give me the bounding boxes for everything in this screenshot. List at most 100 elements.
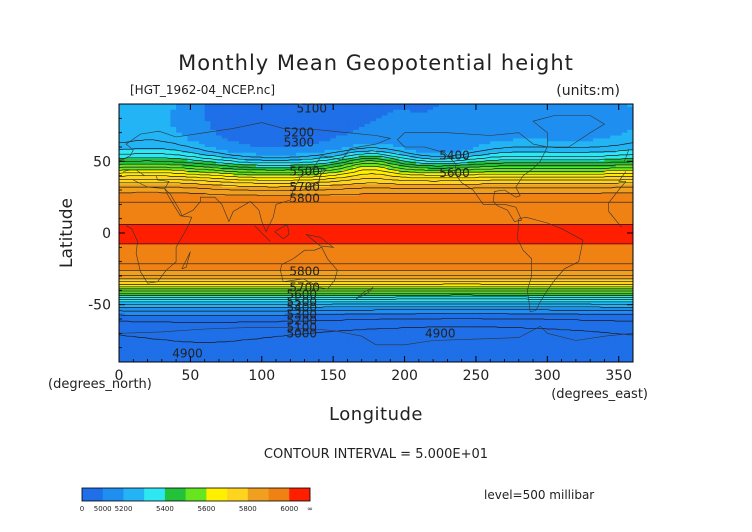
contour-band-cell	[455, 233, 463, 237]
contour-band-cell	[296, 244, 303, 248]
contour-band-cell	[530, 144, 537, 148]
contour-band-cell	[598, 158, 606, 162]
contour-band-cell	[153, 247, 160, 251]
contour-band-cell	[621, 215, 628, 220]
contour-band-cell	[273, 135, 280, 139]
contour-band-cell	[581, 235, 588, 240]
contour-band-cell	[216, 121, 223, 125]
contour-band-cell	[119, 187, 126, 191]
contour-band-cell	[604, 221, 611, 225]
contour-band-cell	[364, 261, 371, 266]
contour-band-cell	[261, 247, 269, 251]
contour-band-cell	[181, 158, 189, 162]
contour-band-cell	[535, 149, 543, 154]
contour-band-cell	[358, 144, 366, 148]
contour-band-cell	[216, 138, 223, 142]
contour-band-cell	[455, 198, 463, 203]
contour-band-cell	[473, 212, 480, 217]
contour-band-cell	[364, 195, 371, 200]
contour-band-cell	[535, 241, 543, 246]
contour-band-cell	[501, 241, 508, 246]
contour-band-cell	[330, 121, 337, 125]
contour-band-cell	[238, 244, 246, 248]
contour-band-cell	[547, 227, 554, 231]
contour-band-cell	[433, 215, 440, 220]
contour-band-cell	[187, 224, 194, 228]
contour-band-cell	[478, 149, 486, 154]
contour-band-cell	[604, 198, 611, 203]
contour-band-cell	[410, 218, 417, 223]
contour-band-cell	[507, 112, 514, 117]
contour-band-cell	[238, 155, 246, 160]
contour-band-cell	[473, 201, 480, 205]
contour-band-cell	[376, 178, 383, 182]
contour-band-cell	[587, 144, 594, 148]
contour-band-cell	[381, 227, 389, 231]
contour-band-cell	[284, 141, 291, 145]
contour-band-cell	[193, 149, 200, 154]
contour-band-cell	[450, 169, 457, 174]
contour-band-cell	[284, 192, 291, 197]
contour-band-cell	[387, 255, 394, 260]
contour-band-cell	[410, 167, 417, 171]
contour-band-cell	[438, 235, 446, 240]
contour-band-cell	[575, 218, 583, 223]
contour-band-cell	[530, 115, 537, 119]
contour-band-cell	[513, 192, 520, 197]
contour-band-cell	[615, 198, 623, 203]
contour-band-cell	[250, 255, 257, 260]
contour-band-cell	[507, 126, 514, 131]
contour-band-cell	[267, 172, 274, 177]
contour-band-cell	[141, 204, 149, 208]
contour-band-cell	[187, 195, 194, 200]
contour-band-cell	[541, 255, 548, 260]
contour-band-cell	[535, 112, 543, 117]
contour-band-cell	[170, 109, 177, 114]
contour-band-cell	[501, 244, 508, 248]
contour-band-cell	[136, 190, 143, 194]
contour-band-cell	[427, 255, 434, 260]
contour-band-cell	[301, 144, 309, 148]
contour-band-cell	[301, 135, 309, 139]
contour-band-cell	[119, 224, 126, 228]
contour-band-cell	[581, 135, 588, 139]
contour-band-cell	[290, 118, 297, 122]
contour-band-cell	[301, 261, 309, 266]
contour-band-cell	[598, 112, 606, 117]
contour-band-cell	[273, 230, 280, 234]
contour-band-cell	[427, 132, 434, 137]
contour-band-cell	[421, 115, 428, 119]
contour-band-cell	[256, 195, 263, 200]
contour-band-cell	[187, 253, 194, 257]
contour-band-cell	[261, 187, 269, 191]
contour-band-cell	[256, 192, 263, 197]
contour-band-cell	[410, 258, 417, 263]
contour-band-cell	[119, 218, 126, 223]
contour-band-cell	[598, 230, 606, 234]
contour-band-cell	[147, 118, 154, 122]
contour-band-cell	[136, 178, 143, 182]
contour-band-cell	[490, 244, 497, 248]
contour-band-cell	[233, 158, 240, 162]
contour-band-cell	[541, 152, 548, 157]
contour-band-cell	[587, 149, 594, 154]
contour-band-cell	[376, 118, 383, 122]
contour-band-cell	[119, 201, 126, 205]
contour-band-cell	[450, 247, 457, 251]
contour-band-cell	[153, 207, 160, 211]
contour-band-cell	[364, 144, 371, 148]
contour-band-cell	[136, 195, 143, 200]
contour-band-cell	[296, 141, 303, 145]
contour-band-cell	[610, 112, 617, 117]
contour-band-cell	[484, 147, 491, 151]
contour-band-cell	[553, 144, 560, 148]
contour-band-cell	[256, 250, 263, 254]
contour-band-cell	[398, 155, 406, 160]
contour-band-cell	[410, 172, 417, 177]
contour-band-cell	[410, 233, 417, 237]
contour-band-cell	[530, 138, 537, 142]
contour-band-cell	[153, 192, 160, 197]
contour-band-cell	[221, 118, 229, 122]
contour-band-cell	[387, 253, 394, 257]
contour-band-cell	[330, 247, 337, 251]
